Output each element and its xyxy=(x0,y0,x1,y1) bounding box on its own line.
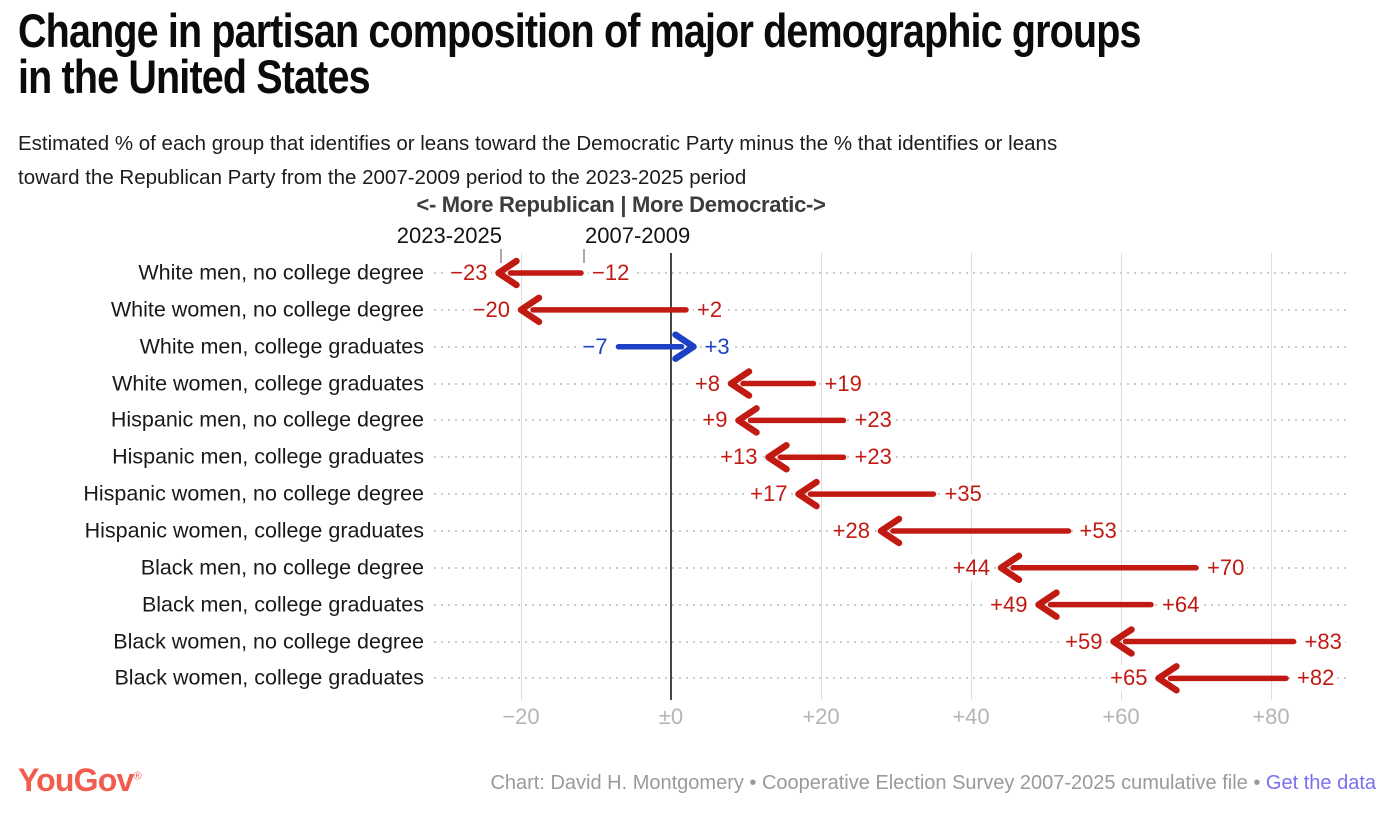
row-label: Hispanic women, no college degree xyxy=(83,481,424,506)
end-value-label: +28 xyxy=(829,517,873,544)
start-value-label: +23 xyxy=(851,407,895,434)
arrow-head xyxy=(1155,663,1180,694)
row-label: White men, no college degree xyxy=(138,260,424,285)
yougov-logo-text: YouGov xyxy=(18,762,134,798)
start-value-label: +35 xyxy=(941,481,985,508)
row-gridline xyxy=(434,677,1348,680)
arrow-head xyxy=(1110,626,1135,657)
period-label-2007-2009: 2007-2009 xyxy=(585,223,691,248)
row-label: Hispanic men, college graduates xyxy=(112,444,424,469)
row-label: Hispanic women, college graduates xyxy=(84,518,424,543)
plot-area: White men, no college degree −12 −23 White … xyxy=(0,252,1384,700)
row-label: Hispanic men, no college degree xyxy=(110,407,424,432)
zero-axis-line xyxy=(670,253,672,700)
x-axis-tick-label: ±0 xyxy=(658,704,684,729)
start-value-label: −7 xyxy=(579,333,611,360)
row-label: Black men, no college degree xyxy=(140,555,424,580)
row-gridline xyxy=(434,640,1348,643)
end-value-label: +13 xyxy=(717,444,761,471)
chart-subtitle-line2: toward the Republican Party from the 200… xyxy=(18,166,747,189)
credit-text: Chart: David H. Montgomery • Cooperative… xyxy=(490,772,1266,794)
end-value-label: +3 xyxy=(701,333,733,360)
start-value-label: +64 xyxy=(1159,591,1203,618)
start-value-label: +83 xyxy=(1301,628,1345,655)
chart-title-line1: Change in partisan composition of major … xyxy=(18,4,1141,57)
row-label: Black women, college graduates xyxy=(114,665,424,690)
row-gridline xyxy=(434,308,1348,311)
arrow-head xyxy=(727,368,753,399)
arrow-head xyxy=(517,294,543,326)
x-axis-tick-label: +40 xyxy=(952,704,990,729)
start-value-label: +53 xyxy=(1076,517,1120,544)
row-label: Black women, no college degree xyxy=(113,629,424,653)
arrows-layer xyxy=(495,257,1297,694)
arrow-head xyxy=(735,405,760,436)
direction-header: <- More Republican | More Democratic-> xyxy=(416,192,826,217)
start-value-label: −12 xyxy=(589,260,633,286)
arrow-head xyxy=(1035,589,1060,620)
start-value-label: +82 xyxy=(1294,665,1338,692)
chart-subtitle: Estimated % of each group that identifie… xyxy=(18,127,1057,195)
row-gridline xyxy=(434,382,1348,385)
row-gridline xyxy=(434,345,1348,348)
x-axis-tick-label: +60 xyxy=(1102,704,1140,729)
arrow-head xyxy=(765,442,790,473)
x-axis: −20 ±0 +20 +40 +60 +80 xyxy=(0,704,1384,734)
vertical-gridline xyxy=(970,253,972,700)
row-gridline xyxy=(434,566,1348,569)
vertical-gridline xyxy=(1120,253,1122,700)
chart-title: Change in partisan composition of major … xyxy=(18,4,1141,103)
chart-credit: Chart: David H. Montgomery • Cooperative… xyxy=(490,772,1376,795)
end-value-label: −20 xyxy=(469,296,513,323)
start-value-label: +19 xyxy=(821,370,865,397)
end-value-label: +17 xyxy=(747,481,791,508)
end-value-label: +59 xyxy=(1062,628,1106,655)
start-value-label: +70 xyxy=(1204,554,1248,581)
period-tick-2007-2009 xyxy=(583,249,585,263)
period-label-2023-2025: 2023-2025 xyxy=(396,223,502,248)
chart-subtitle-line1: Estimated % of each group that identifie… xyxy=(18,132,1058,155)
row-label: Black men, college graduates xyxy=(141,592,424,617)
x-axis-tick-label: +20 xyxy=(802,704,840,729)
start-value-label: +23 xyxy=(851,444,895,471)
row-label: White women, no college degree xyxy=(110,297,424,322)
chart-title-line2: in the United States xyxy=(18,50,371,103)
x-axis-tick-label: −20 xyxy=(502,704,540,729)
arrow-head xyxy=(795,478,820,510)
get-the-data-link[interactable]: Get the data xyxy=(1265,772,1376,794)
arrow-head xyxy=(495,257,520,289)
end-value-label: −23 xyxy=(447,260,491,286)
arrow-head xyxy=(672,331,697,362)
arrow-head xyxy=(997,552,1023,584)
end-value-label: +8 xyxy=(691,370,723,397)
registered-trademark-icon: ® xyxy=(133,770,142,783)
yougov-logo: YouGov® xyxy=(18,762,142,799)
vertical-gridline xyxy=(1270,253,1272,700)
end-value-label: +9 xyxy=(699,407,731,434)
x-axis-tick-label: +80 xyxy=(1252,704,1290,729)
row-label: White women, college graduates xyxy=(112,371,424,396)
row-gridline xyxy=(434,603,1348,606)
arrow-head xyxy=(877,515,903,547)
row-gridline xyxy=(434,272,1348,274)
row-label: White men, college graduates xyxy=(139,334,424,359)
vertical-gridline xyxy=(820,253,822,700)
end-value-label: +65 xyxy=(1107,665,1151,692)
end-value-label: +49 xyxy=(987,591,1031,618)
period-tick-2023-2025 xyxy=(500,249,502,263)
start-value-label: +2 xyxy=(694,296,726,323)
vertical-gridline xyxy=(520,253,522,700)
end-value-label: +44 xyxy=(949,554,993,581)
